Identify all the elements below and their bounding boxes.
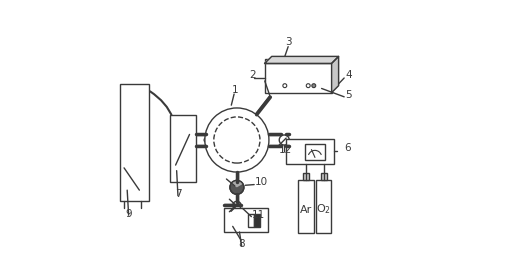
Circle shape [232,201,241,210]
Text: 7: 7 [174,189,181,199]
Circle shape [311,84,315,88]
Polygon shape [264,56,338,63]
Bar [264,63,331,93]
Bar [316,180,331,233]
Polygon shape [331,56,338,93]
Circle shape [204,138,208,142]
Circle shape [205,108,268,172]
Bar [224,208,267,232]
Text: 11: 11 [252,210,265,220]
Text: 2: 2 [248,70,255,80]
Bar [247,214,253,227]
Bar [298,180,313,233]
Text: 3: 3 [285,37,291,47]
Text: 6: 6 [344,143,350,153]
Text: 5: 5 [345,90,352,100]
Circle shape [282,84,286,88]
Circle shape [306,84,309,88]
Text: 12: 12 [278,144,292,155]
Bar [169,115,196,182]
Text: 1: 1 [232,85,238,95]
Text: 4: 4 [345,70,352,80]
Text: 8: 8 [238,239,244,249]
Circle shape [279,135,289,145]
Bar [253,214,260,227]
Text: 9: 9 [125,209,132,219]
FancyArrowPatch shape [150,91,176,153]
Bar [264,59,331,63]
Wedge shape [231,180,242,187]
Text: 10: 10 [254,177,268,186]
Text: O$_2$: O$_2$ [316,203,330,216]
Bar [120,84,149,201]
Text: Ar: Ar [299,204,312,214]
Bar [320,173,326,180]
Bar [304,144,324,160]
Circle shape [230,180,243,194]
Bar [302,173,308,180]
Bar [285,139,334,164]
